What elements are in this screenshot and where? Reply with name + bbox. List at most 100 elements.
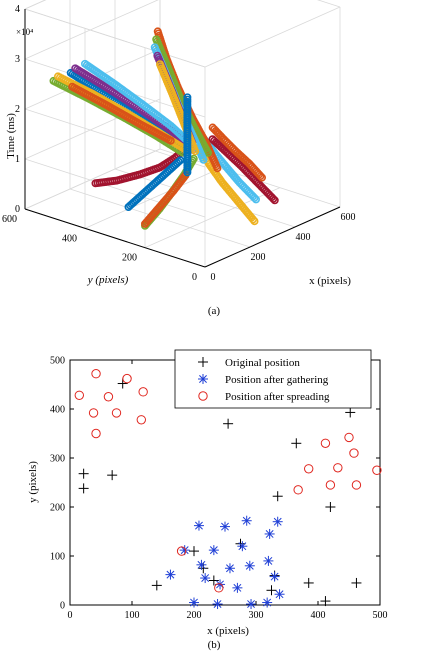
original-position-marker	[266, 585, 277, 596]
spreading-position-marker	[214, 583, 224, 593]
gathering-position-marker	[246, 599, 257, 610]
grid-line	[69, 188, 251, 248]
original-position-marker	[78, 468, 89, 479]
panel-a-z-multiplier: ×10⁴	[16, 27, 33, 37]
z-tick-label: 2	[15, 104, 20, 115]
legend-marker	[198, 391, 208, 401]
gathering-position-marker	[263, 555, 274, 566]
y-tick-label: 500	[50, 356, 65, 367]
trajectory	[141, 171, 190, 228]
original-position-marker	[351, 577, 362, 588]
trajectory-point	[204, 148, 213, 157]
spreading-position-marker	[351, 480, 362, 490]
trajectory-point	[191, 147, 200, 156]
panel-b-markers	[74, 369, 382, 610]
y-axis-line	[24, 208, 206, 268]
gathering-position-marker	[220, 521, 230, 532]
z-tick-label: 0	[15, 204, 20, 215]
trajectory-point	[213, 164, 222, 173]
gathering-position-marker	[241, 515, 252, 526]
x-tick-label: 0	[68, 610, 73, 621]
spreading-position-marker	[111, 408, 122, 418]
y-tick-label: 0	[192, 272, 197, 283]
y-tick-label: 0	[60, 601, 65, 612]
spreading-position-marker	[138, 387, 148, 397]
spreading-position-marker	[320, 438, 331, 448]
trajectory	[68, 82, 175, 145]
trajectory	[81, 59, 198, 151]
y-tick-label: 400	[50, 405, 65, 416]
z-tick-label: 4	[15, 4, 20, 15]
spreading-position-marker	[344, 432, 354, 443]
gathering-position-marker	[269, 571, 280, 582]
spreading-position-marker	[349, 448, 359, 458]
x-tick-label: 600	[341, 212, 356, 223]
x-tick-label: 400	[296, 232, 311, 243]
trajectory	[208, 135, 279, 205]
y-tick-label: 200	[122, 253, 137, 264]
legend-label: Original position	[225, 357, 300, 369]
trajectory-point	[210, 136, 219, 145]
panel-a-label: (a)	[208, 305, 221, 317]
original-position-marker	[107, 470, 118, 481]
gathering-position-marker	[224, 563, 235, 574]
original-position-marker	[345, 407, 356, 418]
y-tick-label: 600	[2, 214, 17, 225]
gathering-position-marker	[196, 559, 207, 570]
panel-b-x-axis-label: x (pixels)	[207, 625, 249, 637]
legend-marker	[198, 374, 208, 384]
panel-b-label: (b)	[208, 639, 221, 651]
spreading-position-marker	[91, 369, 101, 379]
legend-label: Position after spreading	[225, 391, 330, 403]
box-edge	[316, 0, 341, 8]
original-position-marker	[78, 483, 89, 494]
original-position-marker	[320, 596, 331, 607]
trajectory	[124, 156, 185, 212]
x-tick-label: 200	[187, 610, 202, 621]
spreading-position-marker	[91, 428, 101, 439]
gathering-position-marker	[274, 589, 285, 600]
y-tick-label: 100	[50, 552, 65, 563]
spreading-position-marker	[122, 373, 132, 384]
spreading-position-marker	[103, 392, 114, 402]
trajectory-point	[174, 157, 183, 166]
grid-line	[24, 0, 159, 60]
spreading-position-marker	[74, 390, 85, 400]
z-tick-label: 3	[15, 54, 20, 65]
gathering-position-marker	[232, 582, 243, 593]
legend-items: Original position Position after gatherin…	[198, 357, 330, 403]
panel-a-x-axis-label: x (pixels)	[309, 275, 351, 287]
z-tick-label: 1	[15, 154, 20, 165]
x-tick-label: 500	[373, 610, 388, 621]
spreading-position-markers	[74, 369, 382, 593]
panel-b-legend: Original position Position after gatherin…	[174, 349, 372, 409]
trajectory-point	[166, 136, 175, 145]
spreading-position-marker	[325, 480, 336, 490]
y-tick-label: 400	[62, 233, 77, 244]
legend-label: Position after gathering	[225, 374, 329, 386]
gathering-position-marker	[244, 560, 255, 571]
spreading-position-marker	[304, 464, 314, 474]
trajectory-point	[208, 123, 217, 132]
grid-line	[84, 167, 221, 229]
trajectory-point	[199, 155, 208, 164]
x-tick-label: 400	[311, 610, 326, 621]
x-tick-label: 0	[211, 272, 216, 283]
panel-a-y-axis-label: y (pixels)	[87, 274, 129, 286]
y-tick-label: 300	[50, 454, 65, 465]
spreading-position-marker	[372, 465, 382, 475]
spreading-position-marker	[88, 408, 99, 418]
gathering-position-marker	[262, 597, 273, 608]
trajectory	[208, 123, 266, 182]
original-position-marker	[151, 580, 162, 591]
box-edge	[204, 6, 341, 68]
original-position-marker	[325, 502, 336, 512]
box-edge	[24, 8, 206, 68]
panel-b-y-axis-label: y (pixels)	[27, 461, 39, 503]
x-tick-label: 300	[249, 610, 264, 621]
spreading-position-marker	[293, 485, 303, 495]
gathering-position-marker	[272, 516, 283, 527]
gathering-position-marker	[193, 520, 204, 531]
